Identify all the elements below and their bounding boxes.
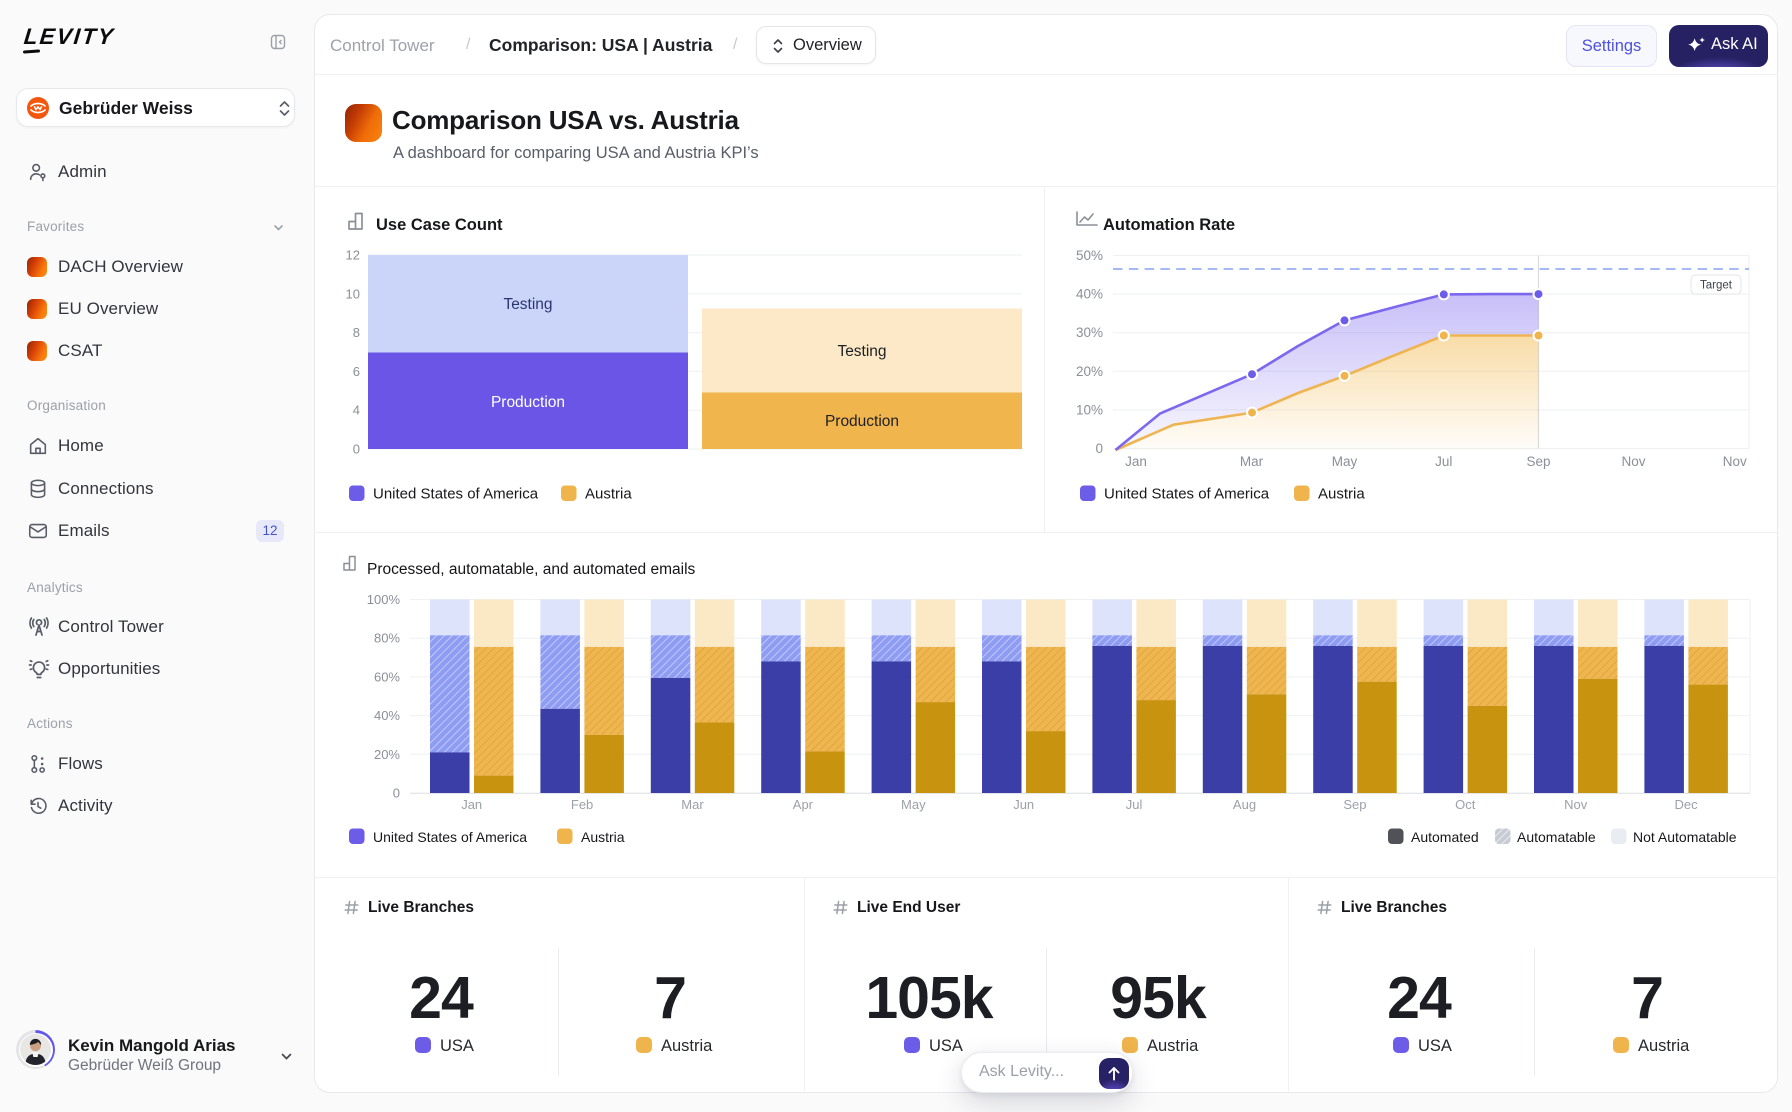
- svg-text:0: 0: [393, 786, 400, 801]
- svg-text:Dec: Dec: [1675, 797, 1699, 812]
- svg-text:20%: 20%: [1076, 364, 1103, 379]
- svg-text:Feb: Feb: [571, 797, 593, 812]
- svg-text:Jan: Jan: [461, 797, 482, 812]
- svg-text:Austria: Austria: [1318, 486, 1365, 503]
- svg-text:May: May: [901, 797, 926, 812]
- svg-text:May: May: [1332, 454, 1358, 469]
- svg-text:Jun: Jun: [1013, 797, 1034, 812]
- svg-text:10: 10: [346, 286, 360, 301]
- svg-text:60%: 60%: [374, 669, 400, 684]
- svg-text:Jan: Jan: [1125, 454, 1147, 469]
- svg-text:50%: 50%: [1076, 248, 1103, 263]
- svg-text:Sep: Sep: [1526, 454, 1550, 469]
- svg-text:Processed, automatable, and au: Processed, automatable, and automated em…: [367, 561, 696, 578]
- svg-text:0: 0: [1095, 441, 1103, 456]
- svg-text:United States of America: United States of America: [373, 829, 527, 845]
- svg-text:Mar: Mar: [1240, 454, 1264, 469]
- svg-text:8: 8: [353, 325, 360, 340]
- svg-text:Austria: Austria: [585, 486, 632, 503]
- svg-text:Nov: Nov: [1621, 454, 1645, 469]
- svg-text:4: 4: [353, 403, 360, 418]
- svg-text:30%: 30%: [1076, 325, 1103, 340]
- svg-text:20%: 20%: [374, 747, 400, 762]
- svg-text:Automatable: Automatable: [1517, 829, 1596, 845]
- svg-text:Mar: Mar: [681, 797, 704, 812]
- svg-text:Testing: Testing: [837, 343, 886, 360]
- svg-text:Nov: Nov: [1723, 454, 1747, 469]
- svg-text:Oct: Oct: [1455, 797, 1476, 812]
- svg-text:40%: 40%: [374, 708, 400, 723]
- svg-text:Automated: Automated: [1411, 829, 1479, 845]
- svg-text:Aug: Aug: [1233, 797, 1256, 812]
- svg-text:Target: Target: [1700, 280, 1733, 292]
- svg-text:United States of America: United States of America: [1104, 486, 1270, 503]
- svg-text:Jul: Jul: [1435, 454, 1452, 469]
- svg-text:80%: 80%: [374, 631, 400, 646]
- svg-text:Sep: Sep: [1343, 797, 1366, 812]
- svg-text:12: 12: [346, 248, 360, 263]
- svg-text:6: 6: [353, 364, 360, 379]
- svg-text:100%: 100%: [367, 592, 401, 607]
- svg-text:10%: 10%: [1076, 402, 1103, 417]
- svg-text:Use Case Count: Use Case Count: [376, 216, 503, 234]
- svg-text:United States of America: United States of America: [373, 486, 539, 503]
- svg-text:Automation Rate: Automation Rate: [1103, 216, 1235, 234]
- svg-text:40%: 40%: [1076, 287, 1103, 302]
- svg-text:0: 0: [353, 442, 360, 457]
- svg-text:Testing: Testing: [503, 296, 552, 313]
- svg-text:Austria: Austria: [581, 829, 625, 845]
- svg-text:Apr: Apr: [793, 797, 814, 812]
- svg-text:Jul: Jul: [1126, 797, 1143, 812]
- svg-text:Not Automatable: Not Automatable: [1633, 829, 1737, 845]
- svg-text:Production: Production: [491, 394, 565, 411]
- svg-text:Nov: Nov: [1564, 797, 1588, 812]
- svg-text:Production: Production: [825, 413, 899, 430]
